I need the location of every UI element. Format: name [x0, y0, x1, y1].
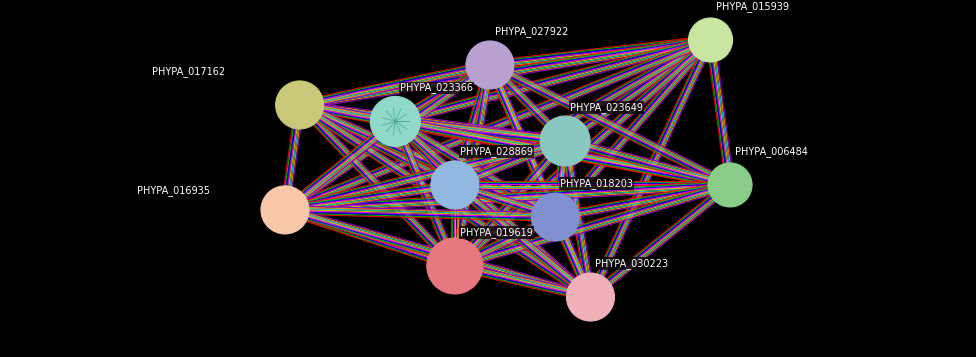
Text: PHYPA_030223: PHYPA_030223: [595, 258, 669, 269]
Text: PHYPA_016935: PHYPA_016935: [137, 185, 210, 196]
Text: PHYPA_023649: PHYPA_023649: [570, 102, 643, 113]
Text: PHYPA_023366: PHYPA_023366: [400, 82, 473, 94]
Text: PHYPA_018203: PHYPA_018203: [560, 178, 633, 189]
Text: PHYPA_017162: PHYPA_017162: [151, 66, 224, 77]
Circle shape: [688, 18, 733, 62]
Circle shape: [540, 116, 590, 166]
Circle shape: [275, 81, 324, 129]
Text: PHYPA_019619: PHYPA_019619: [460, 227, 533, 238]
Text: PHYPA_028869: PHYPA_028869: [460, 146, 533, 157]
Circle shape: [466, 41, 514, 89]
Circle shape: [566, 273, 615, 321]
Circle shape: [430, 161, 479, 209]
Circle shape: [261, 186, 309, 234]
Circle shape: [427, 238, 483, 294]
Text: PHYPA_015939: PHYPA_015939: [715, 1, 789, 12]
Circle shape: [708, 163, 752, 207]
Circle shape: [531, 193, 580, 241]
Text: PHYPA_027922: PHYPA_027922: [495, 26, 568, 37]
Text: PHYPA_006484: PHYPA_006484: [735, 146, 808, 157]
Circle shape: [370, 96, 421, 146]
